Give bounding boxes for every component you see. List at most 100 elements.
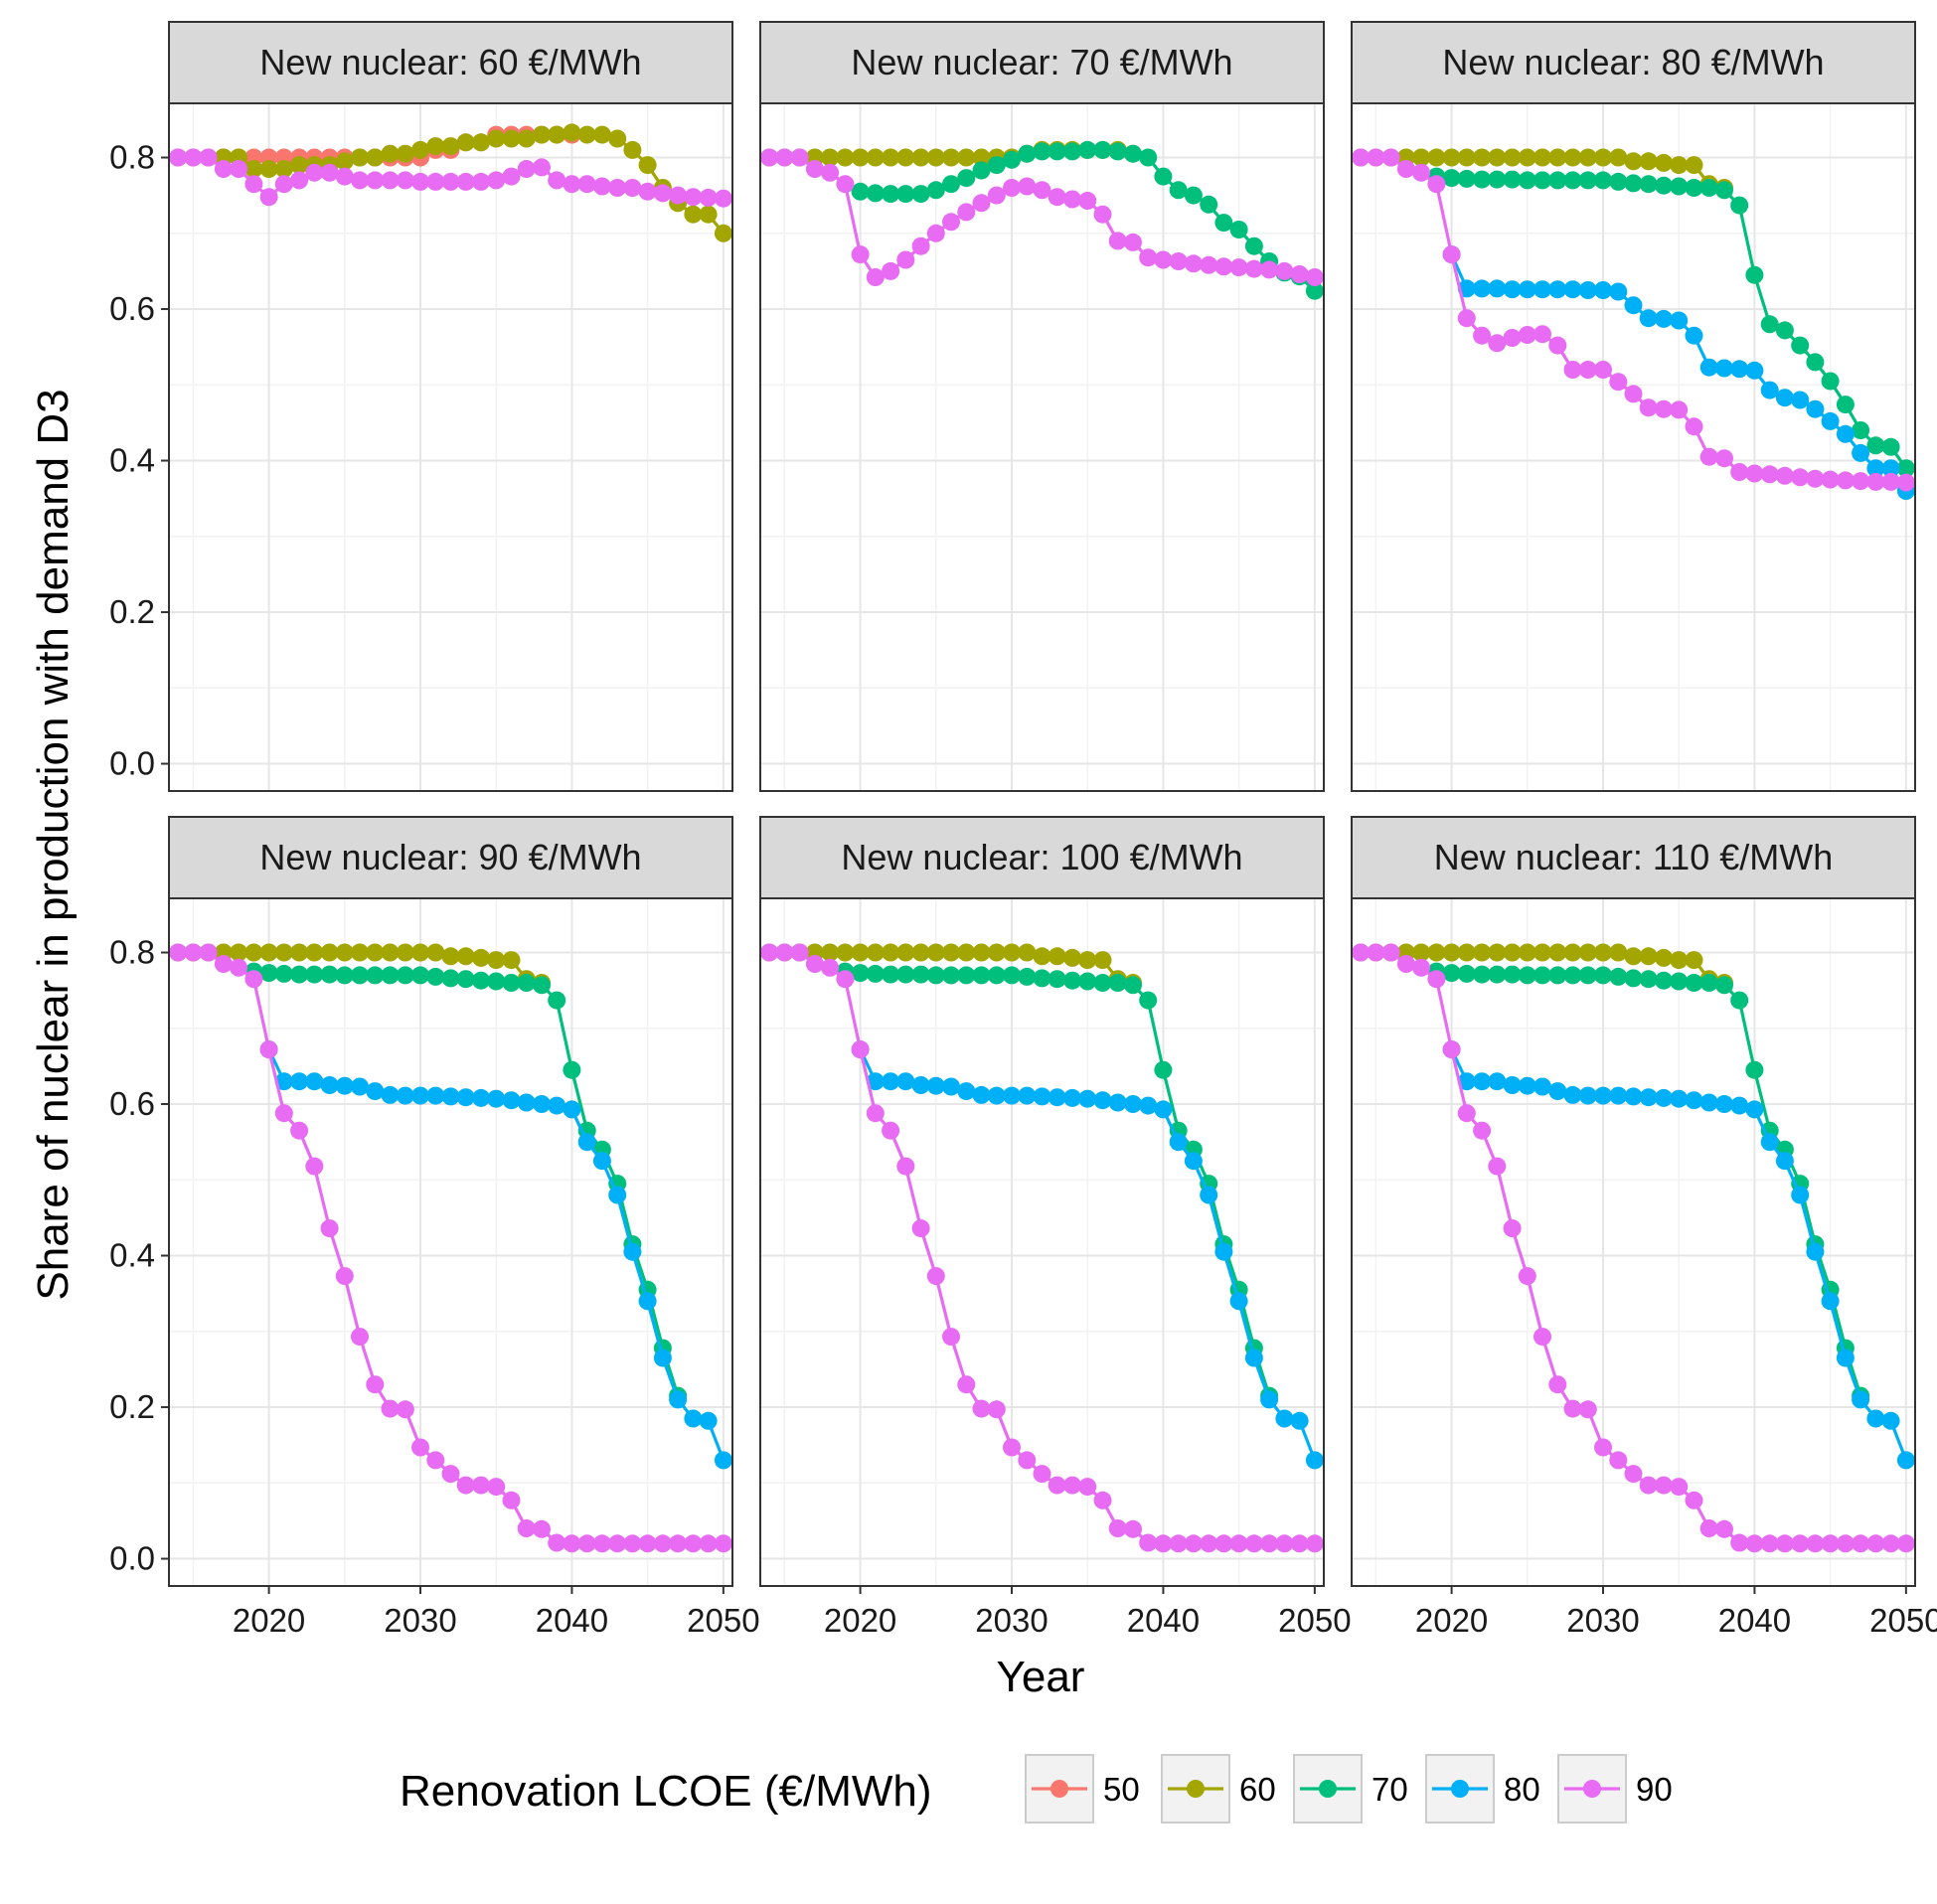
data-point [456,947,475,966]
panel-border [1351,897,1916,1587]
data-point [1791,1186,1810,1204]
legend-label: 90 [1636,1771,1673,1808]
panel-border [1351,102,1916,792]
legend-key-point [1583,1780,1601,1798]
data-point [1775,389,1794,407]
facet-title: New nuclear: 60 €/MWh [259,42,641,82]
data-point [1290,265,1309,283]
data-point [1821,470,1840,489]
data-point [290,965,309,984]
data-point [487,1478,506,1497]
data-point [1169,1133,1188,1152]
legend-title: Renovation LCOE (€/MWh) [400,1767,932,1816]
data-point [1533,148,1551,167]
data-point [714,224,732,242]
facet-strip [168,21,733,104]
data-point [366,1375,385,1394]
data-point [1412,943,1431,962]
data-point [987,1400,1006,1419]
data-point [882,185,900,204]
data-point [1852,443,1870,462]
data-point [1533,325,1551,344]
data-point [472,1476,490,1495]
data-point [1229,258,1248,277]
data-point [1412,958,1431,977]
data-point [411,966,429,985]
data-point [1852,1534,1870,1553]
data-point [1078,972,1097,991]
data-point [533,1519,551,1538]
data-point [1806,1242,1825,1261]
data-point [1457,1072,1476,1091]
data-point [320,1076,339,1094]
data-point [821,943,840,962]
data-point [577,1133,596,1152]
data-point [1806,399,1825,418]
data-point [502,951,521,970]
data-point [1442,148,1461,167]
data-point [1381,148,1400,167]
data-point [957,966,976,985]
panel-border [168,897,733,1587]
data-point [1229,1292,1248,1311]
data-point [882,943,900,962]
data-point [1881,437,1900,456]
facet-title: New nuclear: 100 €/MWh [841,837,1242,877]
data-point [1655,309,1673,328]
y-tick-label: 0.2 [109,593,155,630]
data-point [502,1091,521,1110]
data-point [472,133,490,152]
data-point [577,125,596,144]
data-point [214,160,233,178]
data-point [274,943,293,962]
data-point [1154,1100,1173,1119]
data-point [911,1219,930,1238]
series-90 [1352,148,1915,492]
data-point [851,182,870,201]
data-point [1018,1086,1037,1105]
data-point [1775,1534,1794,1553]
data-point [1214,257,1233,276]
data-point [1685,951,1703,970]
data-point [381,966,400,985]
data-point [1624,152,1643,171]
data-point [1609,148,1628,167]
data-point [366,1082,385,1101]
data-point [259,964,278,983]
data-point [1169,252,1188,270]
legend-label: 80 [1504,1771,1540,1808]
data-point [1655,399,1673,418]
data-point [1896,473,1915,492]
data-point [1548,280,1567,299]
data-point [1003,150,1021,169]
data-point [1563,148,1582,167]
data-point [1730,360,1749,379]
x-tick-label: 2020 [233,1602,305,1639]
data-point [896,148,915,167]
data-point [1578,943,1597,962]
data-point [411,140,429,159]
data-point [199,148,218,167]
data-point [274,1104,293,1123]
data-point [653,1349,672,1367]
data-point [851,964,870,983]
data-point [957,1375,976,1394]
data-point [1518,1267,1536,1286]
data-point [1533,1328,1551,1347]
data-point [577,175,596,194]
data-point [320,163,339,182]
data-point [1670,177,1689,196]
facet-panel: New nuclear: 90 €/MWh 0.0 0.2 0.4 0.6 0.8 2020… [109,816,760,1639]
data-point [517,1519,536,1537]
data-point [1503,1076,1522,1094]
data-point [1881,472,1900,491]
data-point [426,943,445,962]
data-point [351,148,369,167]
y-tick-label: 0.6 [109,1085,155,1122]
data-point [623,179,642,197]
data-point [896,943,915,962]
data-point [926,966,945,985]
data-point [957,1082,976,1101]
data-point [1775,466,1794,485]
data-point [1427,148,1446,167]
